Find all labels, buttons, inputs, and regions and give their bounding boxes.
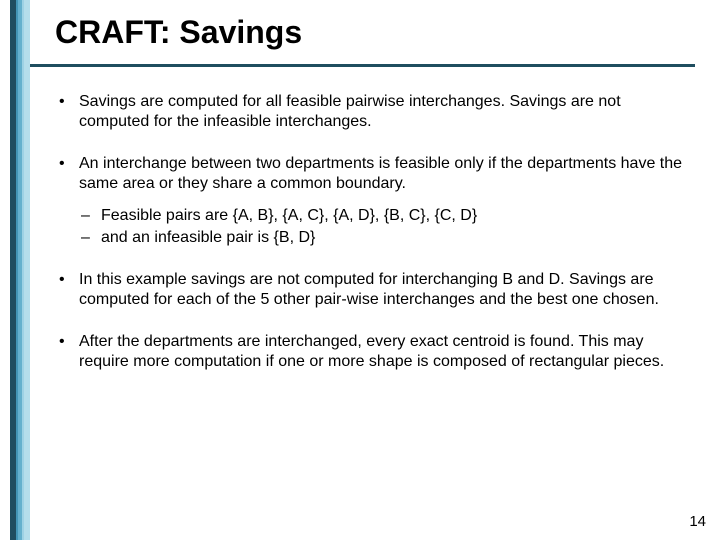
- bullet-item: An interchange between two departments i…: [55, 154, 695, 248]
- side-accent-stripe: [0, 0, 30, 540]
- sub-bullet-item: Feasible pairs are {A, B}, {A, C}, {A, D…: [79, 206, 695, 226]
- body-text: Savings are computed for all feasible pa…: [55, 92, 695, 394]
- bullet-item: After the departments are interchanged, …: [55, 332, 695, 372]
- bullet-item: Savings are computed for all feasible pa…: [55, 92, 695, 132]
- bullet-text: An interchange between two departments i…: [79, 155, 682, 192]
- bullet-text: After the departments are interchanged, …: [79, 333, 664, 370]
- sub-bullet-text: and an infeasible pair is {B, D}: [101, 229, 315, 246]
- stripe-bar-3: [22, 0, 30, 540]
- bullet-text: Savings are computed for all feasible pa…: [79, 93, 621, 130]
- page-title: CRAFT: Savings: [55, 14, 302, 51]
- title-underline: [30, 64, 695, 67]
- sub-bullet-item: and an infeasible pair is {B, D}: [79, 228, 695, 248]
- slide-content: CRAFT: Savings Savings are computed for …: [30, 0, 720, 540]
- page-number: 14: [689, 513, 706, 530]
- sub-bullet-text: Feasible pairs are {A, B}, {A, C}, {A, D…: [101, 207, 477, 224]
- bullet-item: In this example savings are not computed…: [55, 270, 695, 310]
- bullet-text: In this example savings are not computed…: [79, 271, 659, 308]
